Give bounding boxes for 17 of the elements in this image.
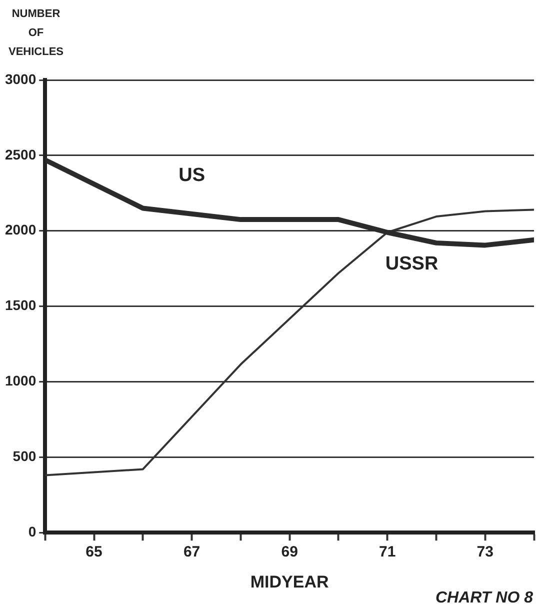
y-tick-label: 500 — [12, 448, 36, 464]
x-tick-label: 65 — [86, 544, 102, 561]
y-axis-title: NUMBER OF VEHICLES — [8, 8, 64, 58]
y-tick-label: 1000 — [4, 372, 36, 389]
text: CHART NO 8 — [436, 589, 534, 606]
x-tick-label: 71 — [379, 544, 396, 561]
series-label: USSR — [385, 254, 438, 275]
y-tick-label: 2500 — [4, 146, 36, 162]
y-tick-label: 0 — [28, 523, 36, 540]
x-tick-label: 73 — [476, 544, 494, 561]
y-tick-label: 3000 — [4, 70, 36, 87]
y-tick-label: 2000 — [4, 222, 36, 238]
x-tick-label: 69 — [281, 544, 298, 561]
x-axis-title: MIDYEAR — [250, 572, 329, 592]
y-tick-label: 1500 — [4, 297, 36, 314]
series-label: US — [178, 165, 206, 186]
x-tick-label: 67 — [183, 544, 200, 561]
